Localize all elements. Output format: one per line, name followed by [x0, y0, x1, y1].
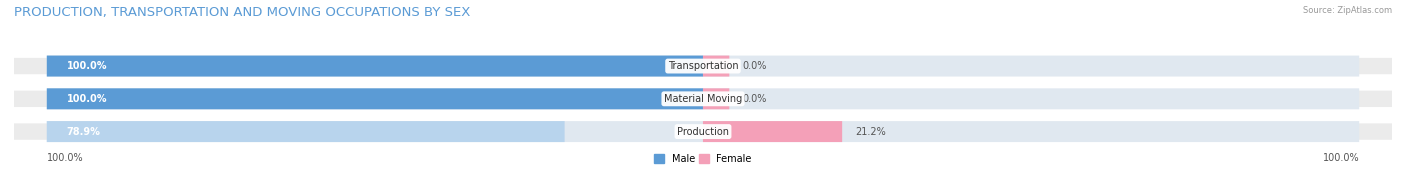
- FancyBboxPatch shape: [703, 56, 1360, 77]
- Legend: Male, Female: Male, Female: [651, 150, 755, 168]
- Text: 0.0%: 0.0%: [742, 94, 766, 104]
- Text: Production: Production: [678, 127, 728, 137]
- Text: PRODUCTION, TRANSPORTATION AND MOVING OCCUPATIONS BY SEX: PRODUCTION, TRANSPORTATION AND MOVING OC…: [14, 6, 471, 19]
- FancyBboxPatch shape: [46, 121, 703, 142]
- FancyBboxPatch shape: [46, 88, 703, 109]
- FancyBboxPatch shape: [14, 58, 1392, 74]
- Text: Source: ZipAtlas.com: Source: ZipAtlas.com: [1303, 6, 1392, 15]
- FancyBboxPatch shape: [703, 88, 1360, 109]
- FancyBboxPatch shape: [703, 88, 730, 109]
- FancyBboxPatch shape: [703, 56, 730, 77]
- Text: 0.0%: 0.0%: [742, 61, 766, 71]
- Text: 21.2%: 21.2%: [855, 127, 886, 137]
- Text: Transportation: Transportation: [668, 61, 738, 71]
- Text: 100.0%: 100.0%: [66, 94, 107, 104]
- FancyBboxPatch shape: [703, 121, 1360, 142]
- FancyBboxPatch shape: [46, 121, 565, 142]
- Text: 100.0%: 100.0%: [66, 61, 107, 71]
- Text: 100.0%: 100.0%: [46, 153, 83, 163]
- FancyBboxPatch shape: [46, 56, 703, 77]
- Text: 100.0%: 100.0%: [1323, 153, 1360, 163]
- FancyBboxPatch shape: [14, 91, 1392, 107]
- FancyBboxPatch shape: [46, 88, 703, 109]
- Text: Material Moving: Material Moving: [664, 94, 742, 104]
- FancyBboxPatch shape: [14, 123, 1392, 140]
- FancyBboxPatch shape: [703, 121, 842, 142]
- FancyBboxPatch shape: [46, 56, 703, 77]
- Text: 78.9%: 78.9%: [66, 127, 100, 137]
